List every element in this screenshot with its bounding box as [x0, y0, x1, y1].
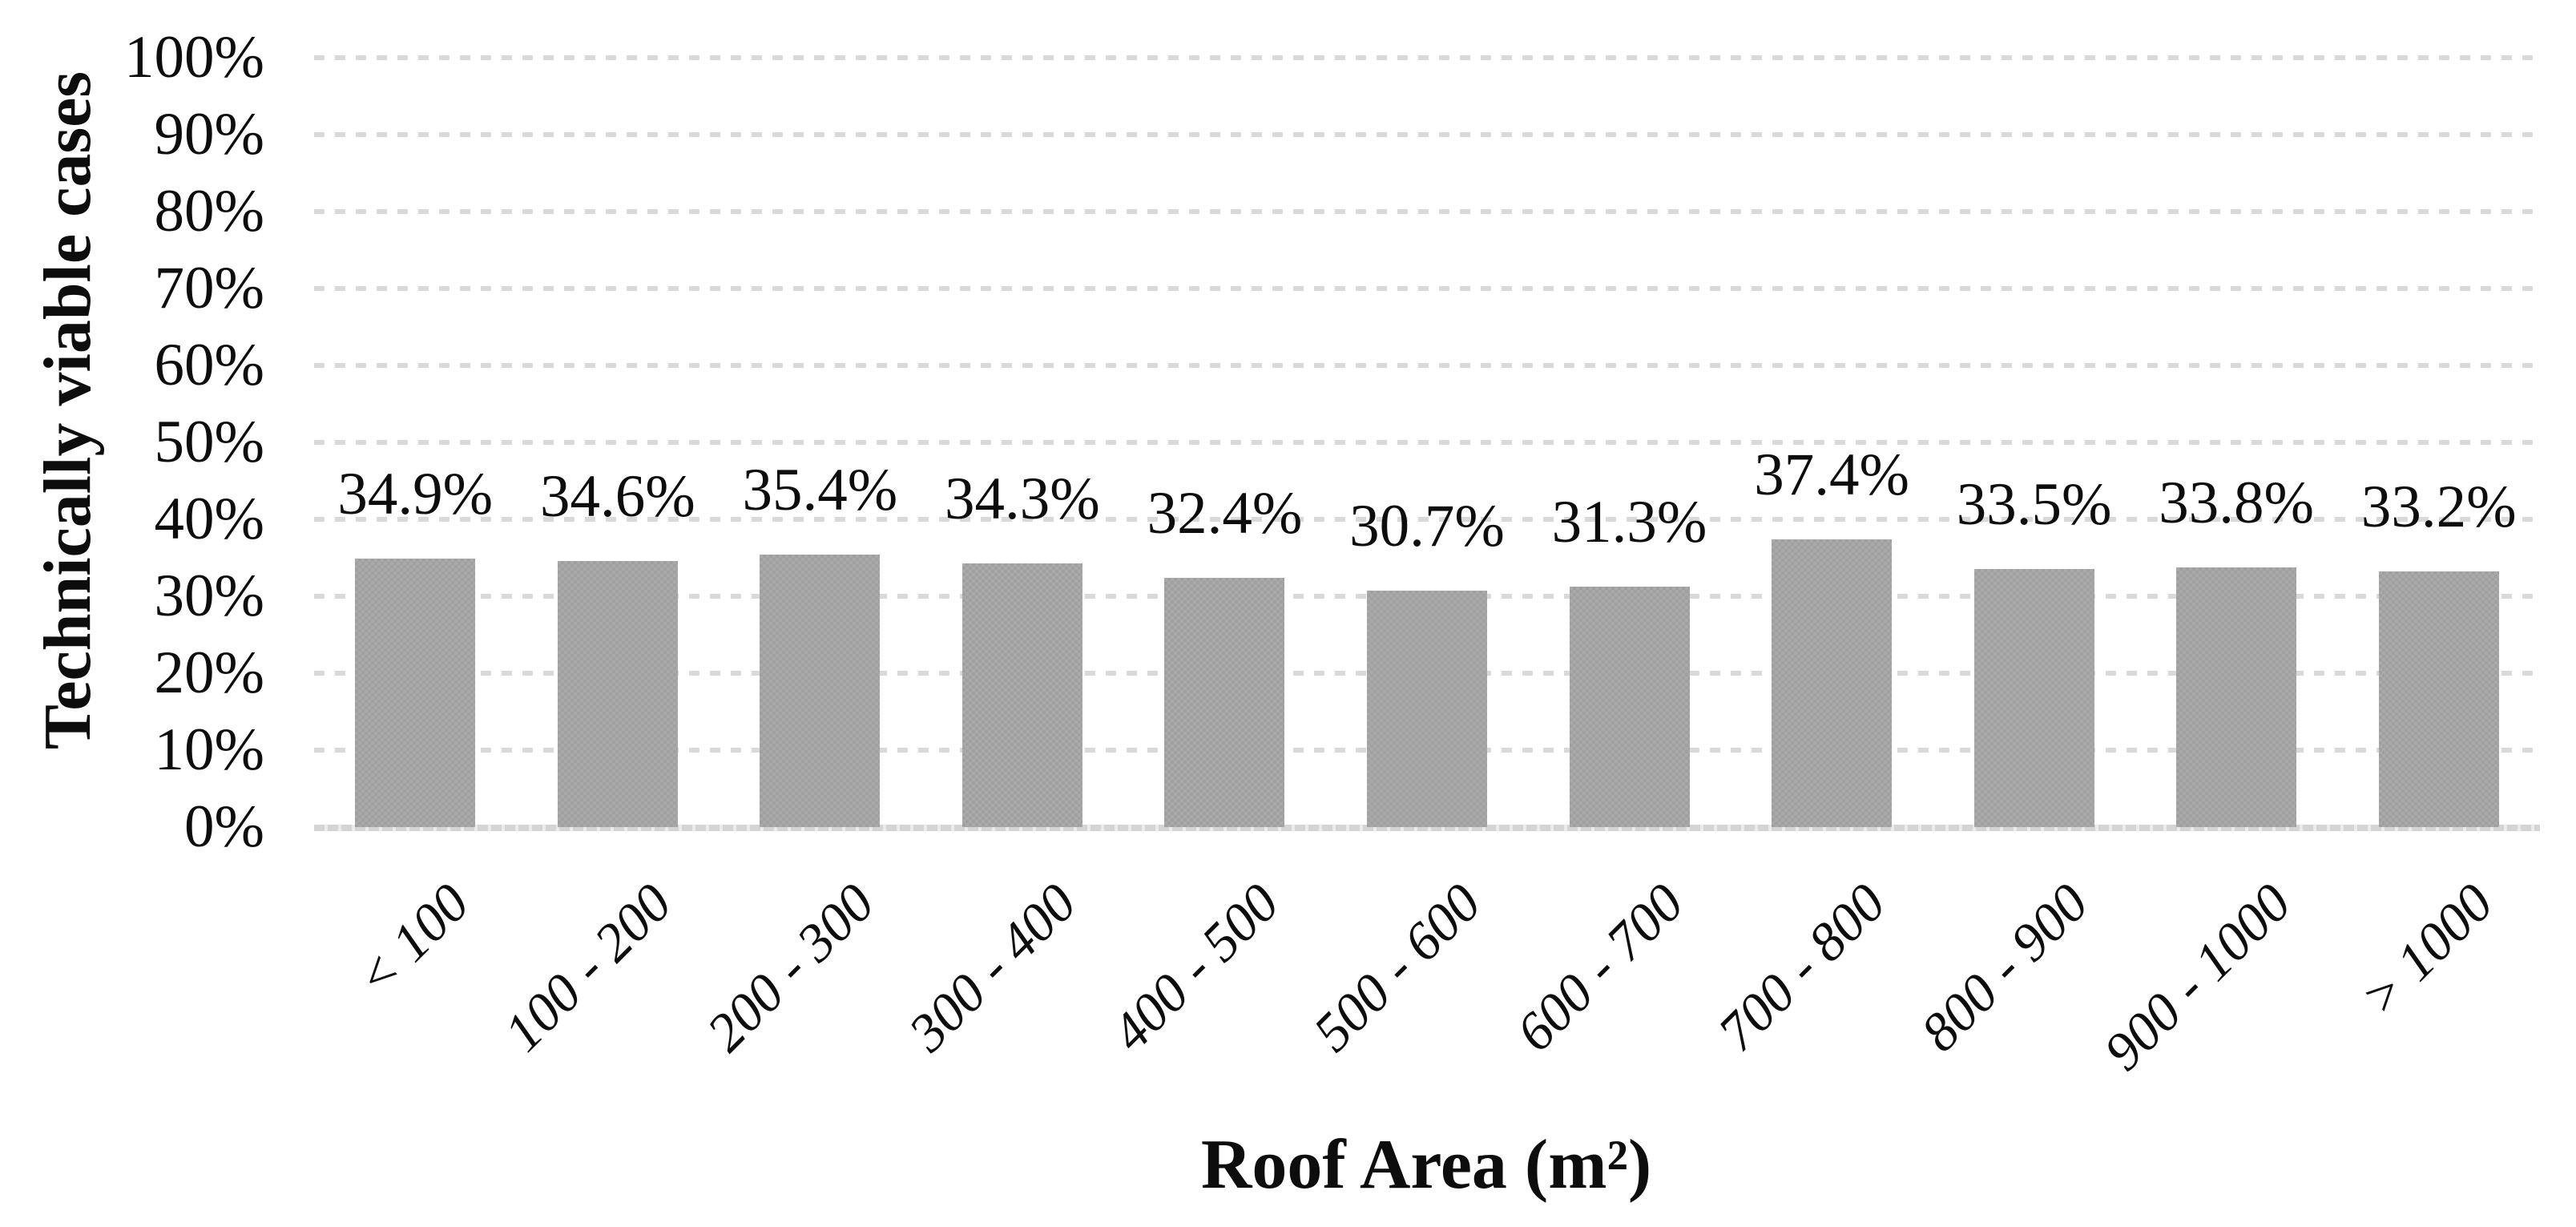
plot-area [314, 55, 2540, 831]
bar-value-label: 33.8% [2159, 469, 2315, 536]
bar-value-label: 30.7% [1349, 493, 1505, 560]
bar [1367, 591, 1487, 827]
bar-value-label: 31.3% [1551, 488, 1707, 555]
bar-value-label: 34.3% [945, 465, 1100, 532]
bar [1772, 539, 1893, 827]
y-tick-label: 50% [154, 409, 264, 475]
y-tick-label: 80% [154, 178, 264, 244]
x-axis-line [314, 825, 2540, 831]
bar [1973, 569, 2094, 827]
bar-value-label: 33.5% [1956, 471, 2112, 539]
bar [1569, 586, 1690, 827]
x-category-label: 800 - 900 [1909, 872, 2100, 1064]
x-category-label: > 1000 [2348, 872, 2505, 1028]
y-tick-label: 10% [154, 716, 264, 783]
bar-value-label: 32.4% [1147, 479, 1303, 547]
y-tick-label: 70% [154, 255, 264, 321]
gridline [314, 440, 2540, 445]
gridline [314, 209, 2540, 214]
bar [760, 555, 881, 827]
y-tick-label: 40% [154, 486, 264, 552]
x-category-label: 100 - 200 [492, 872, 683, 1064]
y-tick-label: 30% [154, 563, 264, 629]
gridline [314, 517, 2540, 522]
gridline [314, 363, 2540, 368]
gridline [314, 55, 2540, 60]
x-category-label: 200 - 300 [695, 872, 886, 1064]
y-tick-label: 0% [184, 793, 264, 860]
x-axis-title: Roof Area (m²) [1200, 1126, 1652, 1204]
x-category-label: 700 - 800 [1706, 872, 1897, 1064]
bar [2176, 567, 2297, 827]
x-category-label: < 100 [344, 872, 482, 1009]
x-category-label: 500 - 600 [1301, 872, 1493, 1064]
y-tick-label: 90% [154, 101, 264, 168]
x-category-label: 300 - 400 [897, 872, 1088, 1064]
gridline [314, 132, 2540, 137]
y-tick-label: 100% [124, 24, 264, 91]
bar-value-label: 34.6% [539, 462, 695, 530]
bar [1164, 577, 1285, 827]
bar-value-label: 34.9% [337, 460, 494, 527]
bar [355, 558, 476, 827]
y-tick-label: 20% [154, 640, 264, 706]
bar-value-label: 35.4% [742, 457, 898, 524]
bar-value-label: 33.2% [2360, 474, 2517, 541]
bar [557, 560, 678, 827]
bar [2378, 571, 2499, 827]
gridline [314, 286, 2540, 291]
x-category-label: 400 - 500 [1099, 872, 1291, 1064]
x-category-label: 900 - 1000 [2091, 872, 2302, 1083]
bar [961, 563, 1082, 827]
x-category-label: 600 - 700 [1504, 872, 1695, 1064]
bar-value-label: 37.4% [1754, 441, 1909, 508]
y-tick-label: 60% [154, 332, 264, 398]
